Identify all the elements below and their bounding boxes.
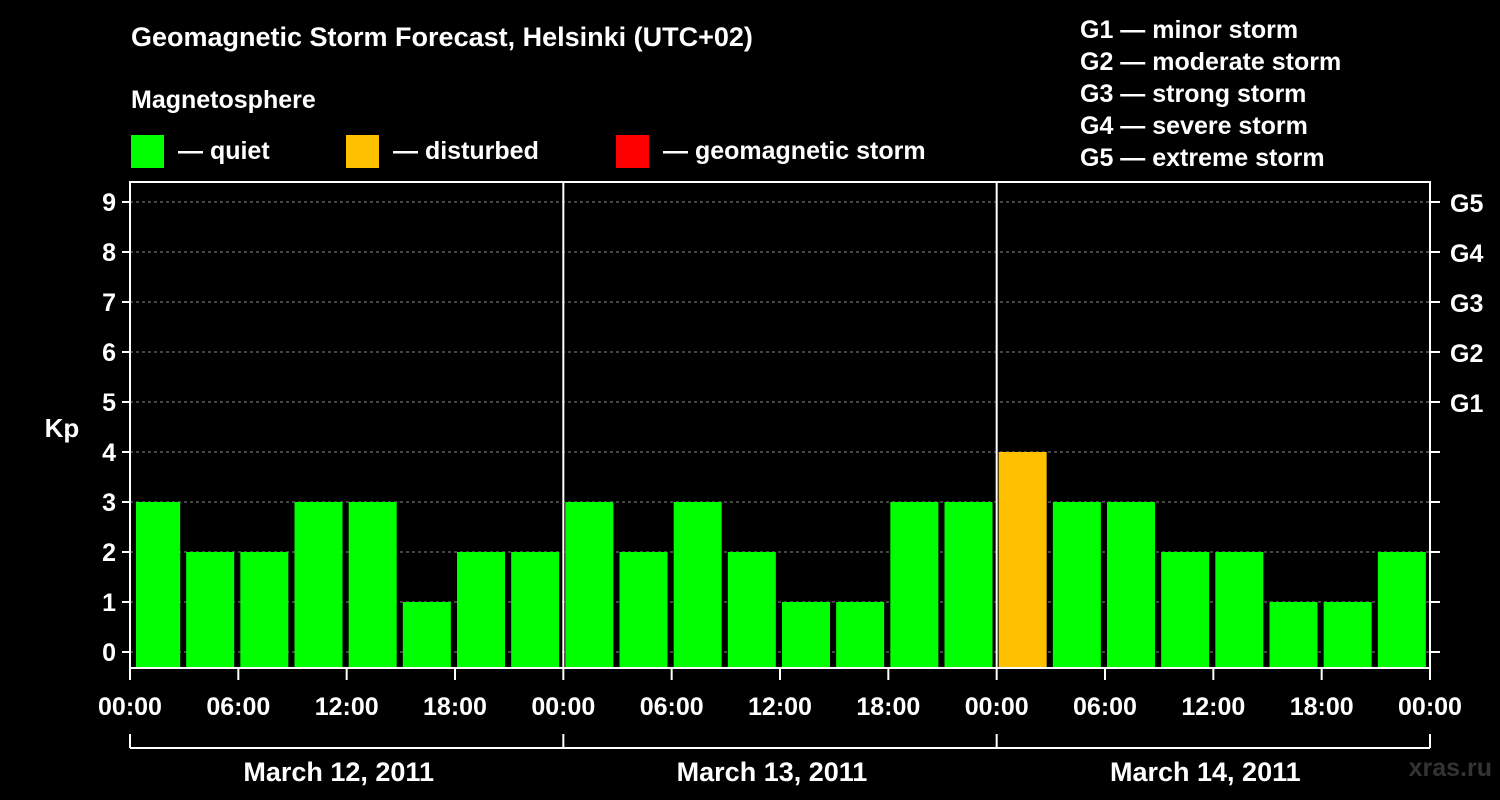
kp-bar bbox=[136, 502, 181, 668]
kp-bar bbox=[348, 502, 397, 668]
kp-bar bbox=[240, 552, 289, 668]
kp-bar bbox=[944, 502, 993, 668]
y-tick-label: 4 bbox=[102, 439, 116, 467]
day-label: March 12, 2011 bbox=[243, 757, 434, 787]
x-tick-label: 00:00 bbox=[98, 693, 162, 721]
kp-bar bbox=[1107, 502, 1155, 668]
storm-scale-g3: G3 — strong storm bbox=[1080, 80, 1307, 108]
x-tick-label: 12:00 bbox=[1181, 693, 1245, 721]
x-tick-label: 06:00 bbox=[206, 693, 270, 721]
legend-item-quiet: — quiet bbox=[131, 134, 270, 168]
storm-scale-g5: G5 — extreme storm bbox=[1080, 144, 1325, 172]
kp-bar bbox=[294, 502, 343, 668]
kp-bar bbox=[998, 452, 1047, 668]
x-tick-label: 00:00 bbox=[1398, 693, 1462, 721]
y-tick-label: 8 bbox=[102, 239, 116, 267]
y-tick-label: 5 bbox=[102, 389, 116, 417]
kp-bar bbox=[1052, 502, 1101, 668]
kp-bar bbox=[673, 502, 722, 668]
storm-scale-g1: G1 — minor storm bbox=[1080, 16, 1299, 44]
g-scale-label: G1 bbox=[1450, 390, 1483, 418]
kp-bar bbox=[727, 552, 776, 668]
y-tick-label: 3 bbox=[102, 489, 116, 517]
y-tick-label: 7 bbox=[102, 289, 116, 317]
y-axis-label: Kp bbox=[45, 413, 80, 443]
x-tick-label: 06:00 bbox=[640, 693, 704, 721]
watermark: xras.ru bbox=[1408, 754, 1492, 782]
x-tick-label: 06:00 bbox=[1073, 693, 1137, 721]
disturbed-swatch bbox=[346, 134, 379, 168]
day-label: March 14, 2011 bbox=[1110, 757, 1301, 787]
kp-bar bbox=[457, 552, 505, 668]
kp-bar bbox=[565, 502, 614, 668]
x-tick-label: 18:00 bbox=[1290, 693, 1354, 721]
kp-bar bbox=[782, 602, 830, 668]
legend-heading: Magnetosphere bbox=[131, 86, 316, 114]
x-tick-label: 12:00 bbox=[315, 693, 379, 721]
g-scale-label: G3 bbox=[1450, 290, 1483, 318]
x-tick-label: 18:00 bbox=[423, 693, 487, 721]
kp-bar bbox=[1269, 602, 1318, 668]
y-tick-label: 6 bbox=[102, 339, 116, 367]
kp-bar bbox=[1161, 552, 1210, 668]
kp-bar bbox=[402, 602, 451, 668]
day-label: March 13, 2011 bbox=[677, 757, 868, 787]
g-scale-label: G2 bbox=[1450, 340, 1483, 368]
y-tick-label: 0 bbox=[102, 639, 116, 667]
legend-label-disturbed: — disturbed bbox=[393, 136, 539, 165]
kp-bar bbox=[619, 552, 668, 668]
g-scale-label: G4 bbox=[1450, 240, 1483, 268]
x-tick-label: 00:00 bbox=[965, 693, 1029, 721]
kp-bar bbox=[1323, 602, 1372, 668]
legend-item-storm: — geomagnetic storm bbox=[616, 134, 926, 168]
kp-bar bbox=[890, 502, 939, 668]
kp-bar bbox=[1215, 552, 1264, 668]
y-tick-label: 2 bbox=[102, 539, 116, 567]
g-scale-label: G5 bbox=[1450, 190, 1483, 218]
y-tick-label: 1 bbox=[102, 589, 116, 617]
kp-bar bbox=[836, 602, 885, 668]
kp-bar bbox=[1377, 552, 1426, 668]
y-tick-label: 9 bbox=[102, 189, 116, 217]
x-tick-label: 18:00 bbox=[856, 693, 920, 721]
legend-item-disturbed: — disturbed bbox=[346, 134, 539, 168]
storm-scale-legend: G1 — minor storm G2 — moderate storm G3 … bbox=[1080, 14, 1341, 174]
storm-scale-g2: G2 — moderate storm bbox=[1080, 48, 1342, 76]
chart-title: Geomagnetic Storm Forecast, Helsinki (UT… bbox=[131, 22, 753, 52]
kp-bar bbox=[511, 552, 560, 668]
quiet-swatch bbox=[131, 134, 164, 168]
storm-swatch bbox=[616, 134, 649, 168]
storm-scale-g4: G4 — severe storm bbox=[1080, 112, 1308, 140]
kp-bar bbox=[186, 552, 235, 668]
legend-label-storm: — geomagnetic storm bbox=[663, 136, 926, 165]
x-tick-label: 12:00 bbox=[748, 693, 812, 721]
legend-label-quiet: — quiet bbox=[178, 136, 270, 165]
x-tick-label: 00:00 bbox=[531, 693, 595, 721]
